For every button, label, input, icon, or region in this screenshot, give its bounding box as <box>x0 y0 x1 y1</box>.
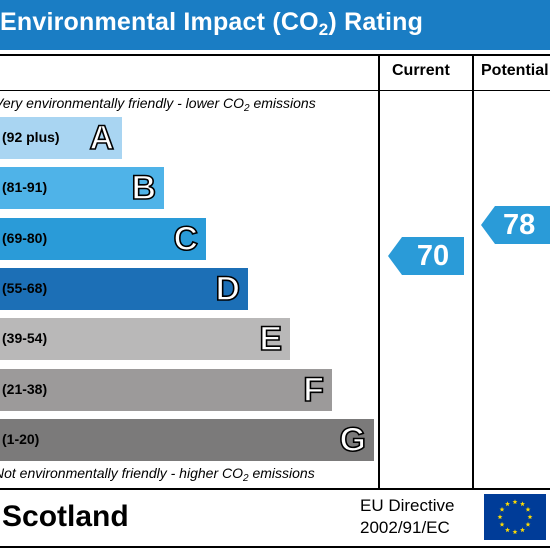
band-range-label: (1-20) <box>2 431 40 447</box>
eu-star <box>525 506 531 512</box>
eu-flag-icon <box>484 494 546 540</box>
eu-star <box>499 506 505 512</box>
band-g: (1-20) G <box>0 419 374 461</box>
band-letter: A <box>89 118 115 158</box>
header-divider <box>0 90 550 91</box>
current-rating-value: 70 <box>416 240 450 272</box>
eu-directive: EU Directive 2002/91/EC <box>360 495 454 539</box>
current-column-heading: Current <box>392 62 450 79</box>
eu-star <box>499 521 505 527</box>
bottom-note: Not environmentally friendly - higher CO… <box>0 465 315 484</box>
band-letter: G <box>339 420 367 460</box>
band-range-label: (69-80) <box>2 230 48 246</box>
band-b: (81-91) B <box>0 167 164 209</box>
eu-star <box>497 514 503 520</box>
potential-rating-arrow: 78 <box>481 206 550 244</box>
title-bar: Environmental Impact (CO2) Rating <box>0 0 550 50</box>
chart-title: Environmental Impact (CO2) Rating <box>0 8 424 39</box>
potential-column-divider <box>472 54 474 490</box>
eu-star <box>525 521 531 527</box>
band-range-label: (81-91) <box>2 179 48 195</box>
band-range-label: (92 plus) <box>2 129 60 145</box>
directive-line2: 2002/91/EC <box>360 518 450 537</box>
band-f: (21-38) F <box>0 369 332 411</box>
band-letter: B <box>131 168 157 208</box>
frame-bottom <box>0 546 550 548</box>
eu-star <box>505 527 510 533</box>
band-range-label: (55-68) <box>2 280 48 296</box>
current-column-divider <box>378 54 380 490</box>
footer-divider <box>0 488 550 490</box>
band-letter: C <box>173 219 199 259</box>
country-label: Scotland <box>2 500 129 533</box>
eu-star <box>505 501 510 507</box>
directive-line1: EU Directive <box>360 496 455 515</box>
band-letter: F <box>302 370 324 410</box>
band-a: (92 plus) A <box>0 117 122 159</box>
band-d: (55-68) D <box>0 268 248 310</box>
band-range-label: (21-38) <box>2 381 48 397</box>
band-range-label: (39-54) <box>2 330 48 346</box>
eu-star <box>520 527 525 533</box>
current-arrow-shape <box>388 237 464 275</box>
band-c: (69-80) C <box>0 218 206 260</box>
current-rating-arrow: 70 <box>388 237 464 275</box>
band-letter: E <box>259 319 283 359</box>
eu-star <box>527 514 533 520</box>
band-e: (39-54) E <box>0 318 290 360</box>
top-note: Very environmentally friendly - lower CO… <box>0 95 316 114</box>
potential-column-heading: Potential <box>481 62 549 79</box>
potential-rating-value: 78 <box>503 209 536 241</box>
eu-star <box>512 499 518 505</box>
potential-arrow-shape <box>481 206 550 244</box>
band-letter: D <box>215 269 241 309</box>
eu-star <box>512 529 518 535</box>
frame-top <box>0 54 550 56</box>
eu-star <box>520 501 525 507</box>
